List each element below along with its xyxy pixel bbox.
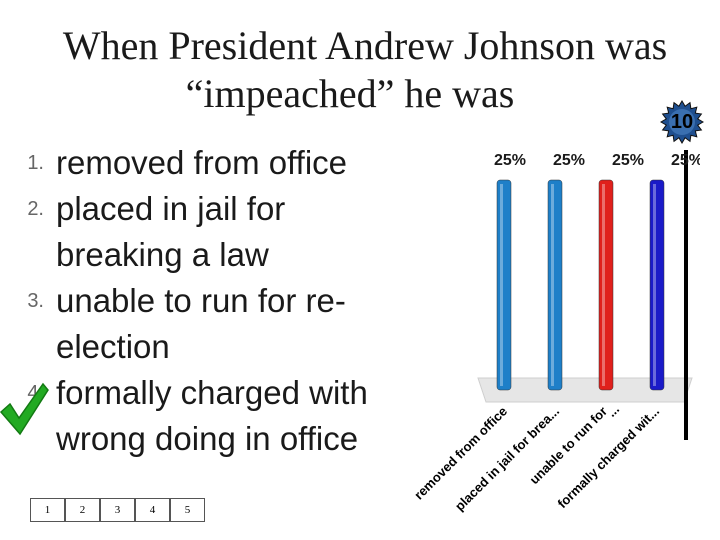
answer-option-4[interactable]: 4. formally charged with wrong doing in … [0,370,420,462]
keypad-button-3[interactable]: 3 [100,498,135,522]
answer-text: unable to run for re-election [56,282,346,365]
question-title-line-2: “impeached” he was [185,71,515,116]
x-tick-label-1: removed from office [411,404,510,503]
keypad: 1 2 3 4 5 [30,498,205,522]
keypad-button-4[interactable]: 4 [135,498,170,522]
bar-4 [649,179,665,391]
answer-number: 2. [27,198,44,220]
answer-option-2[interactable]: 2. placed in jail for breaking a law [0,186,420,278]
question-title: When President Andrew Johnson was “impea… [20,22,710,118]
x-tick-label-4: formally charged wit... [554,404,662,512]
data-label-2: 25% [553,152,585,169]
bar-1 [496,179,512,391]
answer-text: formally charged with wrong doing in off… [56,374,368,457]
bar-3 [598,179,614,391]
bar-highlight-2 [551,184,554,386]
keypad-button-5[interactable]: 5 [170,498,205,522]
countdown-badge-icon [660,100,704,144]
data-label-1: 25% [494,152,526,169]
answer-option-3[interactable]: 3. unable to run for re-election [0,278,420,370]
bar-2 [547,179,563,391]
question-title-line-1: When President Andrew Johnson was [62,23,668,68]
answer-number: 3. [27,290,44,312]
bar-highlight-4 [653,184,656,386]
answer-option-1[interactable]: 1. removed from office [0,140,420,186]
answer-text: placed in jail for breaking a law [56,190,286,273]
data-label-4: 25% [671,152,700,169]
bar-highlight-3 [602,184,605,386]
keypad-button-2[interactable]: 2 [65,498,100,522]
countdown-value: 10 [670,111,694,133]
data-label-3: 25% [612,152,644,169]
answer-list: 1. removed from office 2. placed in jail… [0,140,420,462]
bar-highlight-1 [500,184,503,386]
answer-number: 1. [27,152,44,174]
keypad-button-1[interactable]: 1 [30,498,65,522]
checkmark-icon [0,382,49,436]
answer-text: removed from office [56,144,348,181]
